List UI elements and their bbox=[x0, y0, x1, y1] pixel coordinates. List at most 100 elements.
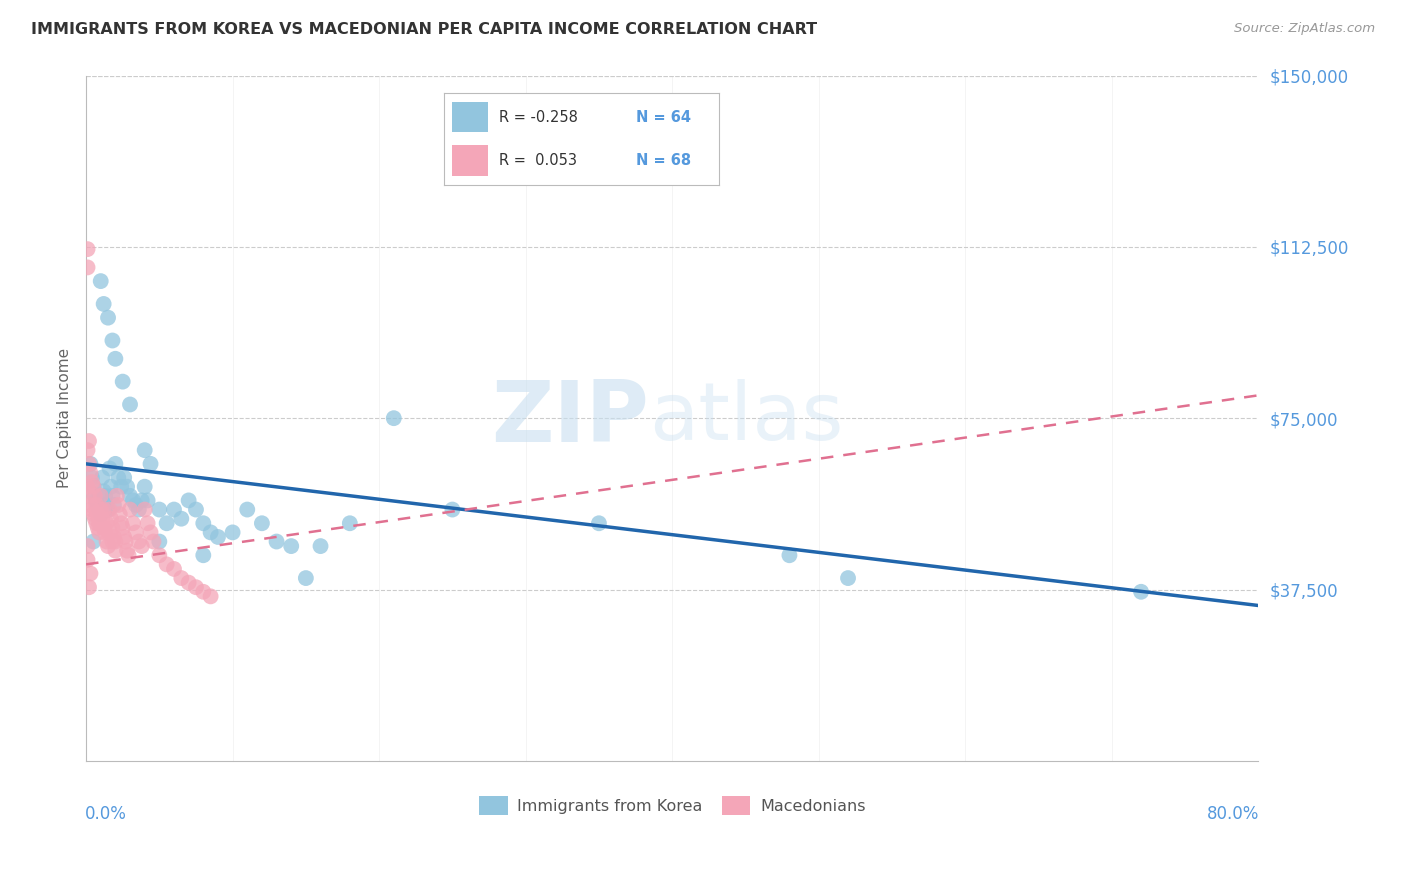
Point bbox=[193, 548, 215, 562]
Point bbox=[98, 525, 121, 540]
Point bbox=[148, 502, 170, 516]
Point bbox=[100, 511, 122, 525]
Point bbox=[122, 493, 145, 508]
Point bbox=[89, 525, 111, 540]
Point bbox=[97, 502, 120, 516]
Point bbox=[200, 590, 222, 604]
Point bbox=[131, 493, 153, 508]
Point bbox=[778, 548, 800, 562]
Point bbox=[89, 502, 111, 516]
Point bbox=[134, 502, 156, 516]
Point bbox=[101, 334, 124, 348]
Point bbox=[83, 489, 105, 503]
Point bbox=[588, 516, 610, 531]
Point bbox=[104, 534, 127, 549]
Point bbox=[207, 530, 229, 544]
Point bbox=[87, 521, 110, 535]
Point bbox=[104, 457, 127, 471]
Point bbox=[148, 548, 170, 562]
Point bbox=[134, 480, 156, 494]
Point bbox=[80, 470, 103, 484]
Point bbox=[112, 470, 135, 484]
Point bbox=[118, 502, 141, 516]
Point bbox=[139, 457, 162, 471]
Point bbox=[125, 525, 148, 540]
Point bbox=[76, 260, 98, 275]
Point bbox=[177, 575, 200, 590]
Point bbox=[156, 516, 179, 531]
Text: 80.0%: 80.0% bbox=[1208, 805, 1260, 823]
Point bbox=[110, 516, 132, 531]
Point bbox=[76, 242, 98, 256]
Point bbox=[103, 498, 125, 512]
Point bbox=[86, 493, 108, 508]
Point bbox=[108, 507, 131, 521]
Point bbox=[82, 480, 104, 494]
Text: ZIP: ZIP bbox=[491, 376, 648, 459]
Point bbox=[112, 530, 135, 544]
Point bbox=[114, 534, 136, 549]
Point bbox=[142, 534, 165, 549]
Point bbox=[91, 511, 114, 525]
Point bbox=[134, 443, 156, 458]
Point bbox=[148, 534, 170, 549]
Point bbox=[91, 470, 114, 484]
Point bbox=[82, 480, 104, 494]
Point bbox=[441, 502, 464, 516]
Point bbox=[94, 489, 117, 503]
Point bbox=[93, 484, 115, 499]
Point bbox=[170, 511, 193, 525]
Point bbox=[77, 434, 100, 448]
Point bbox=[80, 502, 103, 516]
Point bbox=[118, 397, 141, 411]
Point bbox=[90, 507, 112, 521]
Point bbox=[83, 511, 105, 525]
Point bbox=[76, 553, 98, 567]
Point bbox=[131, 539, 153, 553]
Point bbox=[111, 521, 134, 535]
Point bbox=[128, 534, 150, 549]
Point bbox=[111, 375, 134, 389]
Point bbox=[87, 507, 110, 521]
Point bbox=[266, 534, 288, 549]
Point bbox=[104, 351, 127, 366]
Point bbox=[97, 310, 120, 325]
Point bbox=[103, 530, 125, 544]
Point bbox=[79, 566, 101, 581]
Point bbox=[96, 498, 118, 512]
Point bbox=[79, 498, 101, 512]
Point bbox=[163, 562, 186, 576]
Y-axis label: Per Capita Income: Per Capita Income bbox=[58, 348, 72, 488]
Point bbox=[76, 443, 98, 458]
Point bbox=[89, 516, 111, 531]
Point bbox=[128, 502, 150, 516]
Point bbox=[100, 480, 122, 494]
Point bbox=[118, 489, 141, 503]
Point bbox=[117, 548, 139, 562]
Point bbox=[93, 502, 115, 516]
Point bbox=[77, 457, 100, 471]
Point bbox=[136, 516, 159, 531]
Text: atlas: atlas bbox=[648, 379, 844, 458]
Point bbox=[90, 489, 112, 503]
Point bbox=[156, 558, 179, 572]
Point bbox=[105, 489, 128, 503]
Point bbox=[163, 502, 186, 516]
Text: 0.0%: 0.0% bbox=[84, 805, 127, 823]
Point bbox=[86, 498, 108, 512]
Point bbox=[79, 466, 101, 480]
Point bbox=[115, 543, 138, 558]
Point bbox=[76, 539, 98, 553]
Legend: Immigrants from Korea, Macedonians: Immigrants from Korea, Macedonians bbox=[472, 789, 872, 822]
Point bbox=[193, 516, 215, 531]
Point bbox=[170, 571, 193, 585]
Point bbox=[96, 516, 118, 531]
Point bbox=[83, 489, 105, 503]
Point bbox=[82, 507, 104, 521]
Point bbox=[87, 498, 110, 512]
Point bbox=[101, 521, 124, 535]
Point bbox=[97, 539, 120, 553]
Point bbox=[93, 521, 115, 535]
Text: IMMIGRANTS FROM KOREA VS MACEDONIAN PER CAPITA INCOME CORRELATION CHART: IMMIGRANTS FROM KOREA VS MACEDONIAN PER … bbox=[31, 22, 817, 37]
Point bbox=[96, 534, 118, 549]
